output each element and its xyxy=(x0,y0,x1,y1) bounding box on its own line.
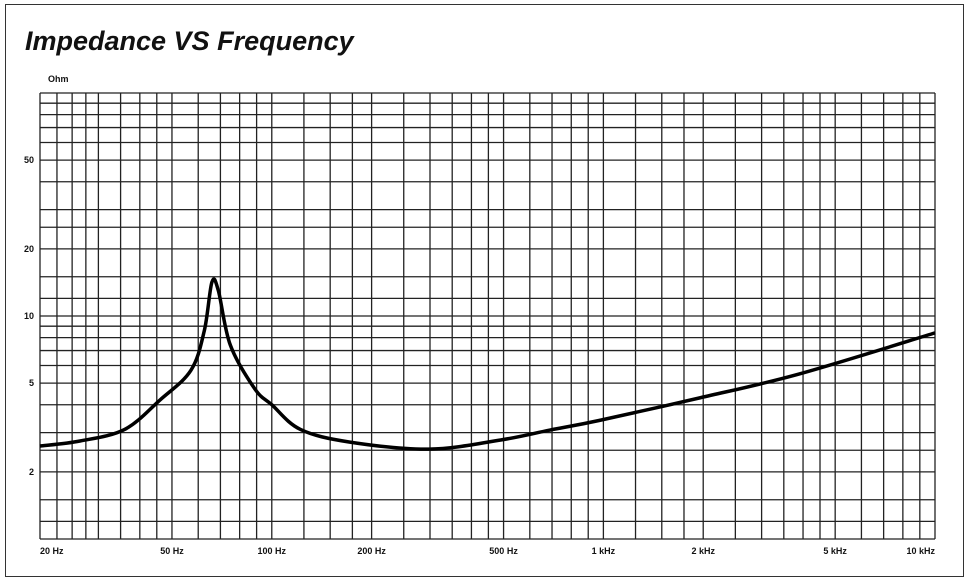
y-tick-label: 5 xyxy=(29,378,34,388)
chart-border xyxy=(5,4,964,577)
x-tick-label: 500 Hz xyxy=(489,546,518,556)
y-axis-label: Ohm xyxy=(48,74,69,84)
x-tick-label: 1 kHz xyxy=(592,546,616,556)
x-tick-label: 10 kHz xyxy=(906,546,935,556)
x-tick-label: 20 Hz xyxy=(40,546,64,556)
x-tick-label: 100 Hz xyxy=(258,546,287,556)
y-tick-label: 2 xyxy=(29,467,34,477)
x-tick-label: 50 Hz xyxy=(160,546,184,556)
y-tick-label: 50 xyxy=(24,155,34,165)
x-tick-label: 5 kHz xyxy=(823,546,847,556)
x-tick-label: 200 Hz xyxy=(357,546,386,556)
y-tick-label: 10 xyxy=(24,311,34,321)
chart-title: Impedance VS Frequency xyxy=(25,26,354,56)
impedance-curve xyxy=(39,277,936,451)
y-tick-label: 20 xyxy=(24,244,34,254)
x-tick-label: 2 kHz xyxy=(691,546,715,556)
